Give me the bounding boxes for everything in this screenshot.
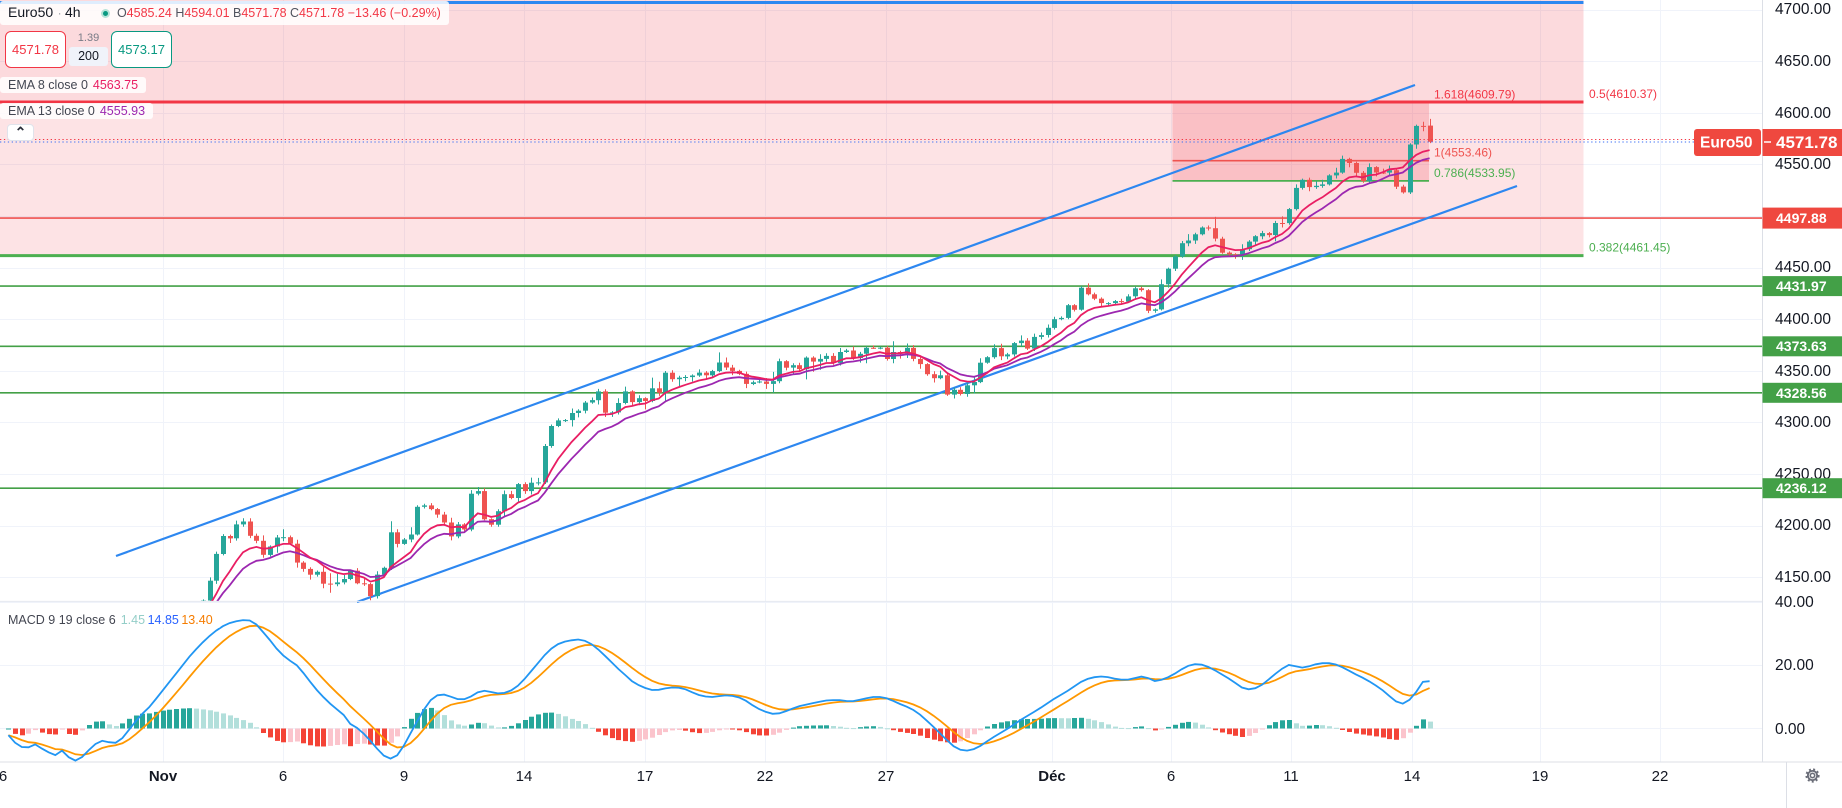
svg-text:4236.12: 4236.12 xyxy=(1776,480,1827,496)
svg-text:4600.00: 4600.00 xyxy=(1775,105,1831,122)
svg-text:Déc: Déc xyxy=(1038,768,1066,785)
svg-text:19: 19 xyxy=(1532,768,1549,785)
svg-text:4450.00: 4450.00 xyxy=(1775,259,1831,276)
svg-text:4700.00: 4700.00 xyxy=(1775,1,1831,18)
svg-text:22: 22 xyxy=(757,768,774,785)
svg-text:4431.97: 4431.97 xyxy=(1776,278,1827,294)
svg-text:1.618(4609.79): 1.618(4609.79) xyxy=(1434,88,1515,102)
svg-text:20.00: 20.00 xyxy=(1775,657,1814,674)
svg-text:4497.88: 4497.88 xyxy=(1776,210,1827,226)
svg-text:6: 6 xyxy=(0,768,7,785)
svg-text:0.00: 0.00 xyxy=(1775,721,1806,738)
svg-text:6: 6 xyxy=(279,768,287,785)
svg-text:27: 27 xyxy=(878,768,895,785)
svg-text:1(4553.46): 1(4553.46) xyxy=(1434,146,1492,160)
svg-text:4550.00: 4550.00 xyxy=(1775,156,1831,173)
svg-text:17: 17 xyxy=(637,768,654,785)
svg-text:0.786(4533.95): 0.786(4533.95) xyxy=(1434,166,1515,180)
svg-text:4150.00: 4150.00 xyxy=(1775,569,1831,586)
svg-text:4400.00: 4400.00 xyxy=(1775,311,1831,328)
svg-text:4650.00: 4650.00 xyxy=(1775,53,1831,70)
svg-text:4373.63: 4373.63 xyxy=(1776,338,1827,354)
svg-text:0.382(4461.45): 0.382(4461.45) xyxy=(1589,241,1670,255)
svg-text:4350.00: 4350.00 xyxy=(1775,363,1831,380)
svg-text:0.5(4610.37): 0.5(4610.37) xyxy=(1589,87,1657,101)
svg-text:9: 9 xyxy=(400,768,408,785)
svg-text:Euro50: Euro50 xyxy=(1700,135,1753,152)
svg-text:6: 6 xyxy=(1167,768,1175,785)
svg-text:4571.78: 4571.78 xyxy=(1776,133,1837,152)
svg-text:4300.00: 4300.00 xyxy=(1775,414,1831,431)
svg-text:14: 14 xyxy=(516,768,533,785)
svg-text:4328.56: 4328.56 xyxy=(1776,385,1827,401)
svg-text:4200.00: 4200.00 xyxy=(1775,517,1831,534)
svg-text:22: 22 xyxy=(1652,768,1669,785)
svg-text:40.00: 40.00 xyxy=(1775,594,1814,611)
svg-text:14: 14 xyxy=(1404,768,1421,785)
svg-text:Nov: Nov xyxy=(149,768,178,785)
svg-text:11: 11 xyxy=(1283,768,1299,785)
